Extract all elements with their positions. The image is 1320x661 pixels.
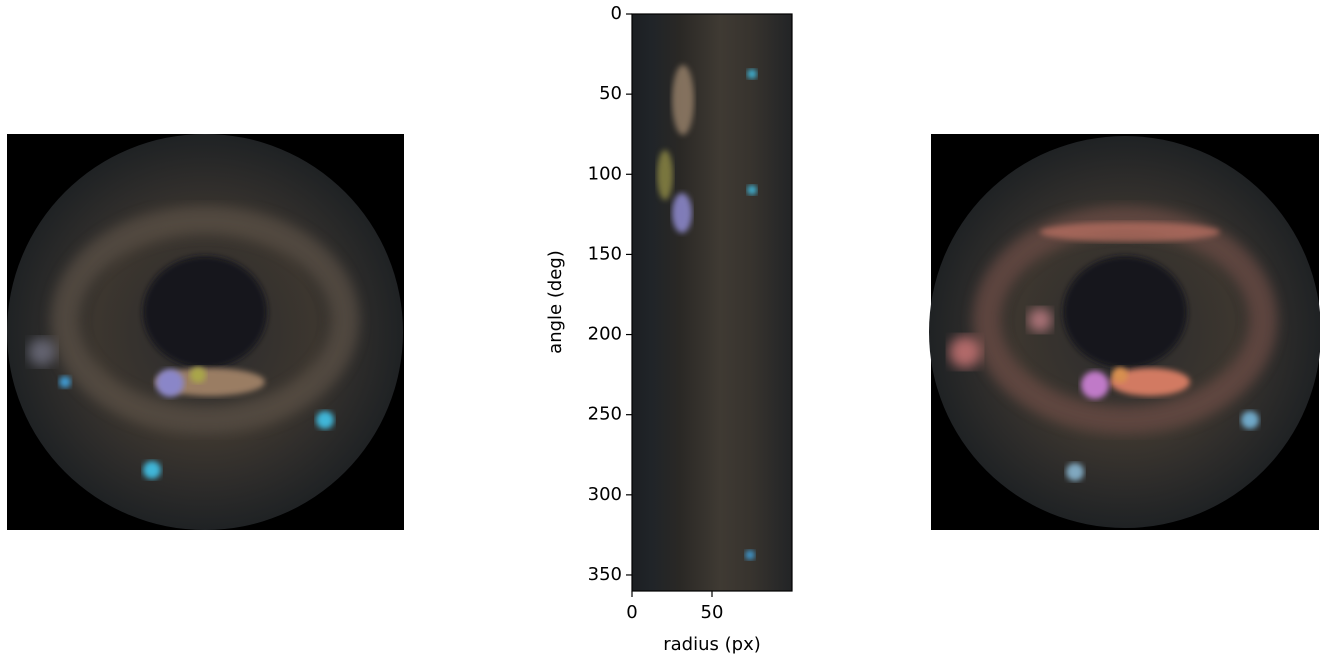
- y-tick-label: 300: [588, 484, 622, 505]
- y-tick-label: 200: [588, 324, 622, 345]
- left-image: [7, 134, 404, 530]
- x-tick-label: 0: [626, 602, 637, 623]
- right-image: [929, 134, 1320, 530]
- y-axis-label: angle (deg): [545, 250, 566, 354]
- x-axis-label: radius (px): [663, 634, 761, 655]
- x-tick-label: 50: [701, 602, 724, 623]
- y-tick-label: 100: [588, 163, 622, 184]
- y-tick-label: 250: [588, 404, 622, 425]
- y-tick-label: 150: [588, 243, 622, 264]
- y-tick-label: 50: [599, 83, 622, 104]
- figure: radius (px) angle (deg) 0 50 100 150 200 250 3…: [0, 0, 1320, 657]
- y-tick-label: 0: [611, 3, 622, 24]
- y-tick-label: 350: [588, 564, 622, 585]
- polar-image: [632, 14, 792, 591]
